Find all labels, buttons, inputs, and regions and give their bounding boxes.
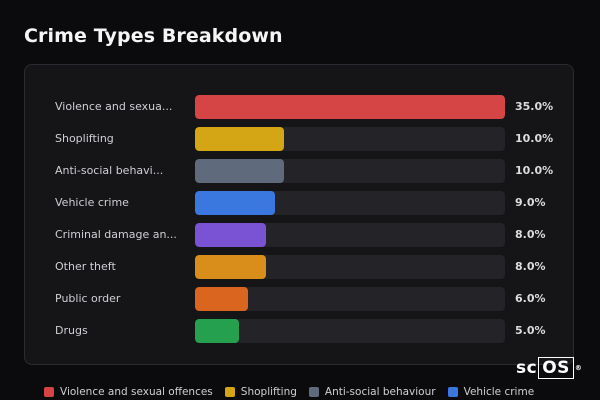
bar-label: Shoplifting: [55, 132, 114, 145]
legend-item: Anti-social behaviour: [308, 386, 436, 398]
bar-label: Criminal damage an...: [55, 228, 177, 241]
logo-prefix: sc: [516, 358, 538, 378]
legend-swatch: [44, 387, 54, 397]
legend-item: Violence and sexual offences: [44, 386, 213, 398]
bar-value-label: 35.0%: [515, 100, 554, 113]
legend-label: Shoplifting: [240, 386, 297, 398]
bar-row: Criminal damage an... 8.0%: [25, 223, 573, 247]
bar: [195, 191, 275, 215]
bar: [195, 223, 266, 247]
bar-track: [195, 319, 505, 343]
bar-value-label: 5.0%: [515, 324, 546, 337]
bar: [195, 159, 284, 183]
legend-swatch: [224, 387, 235, 397]
bar-value-label: 8.0%: [515, 260, 546, 273]
bar-row: Violence and sexua... 35.0%: [25, 95, 573, 119]
chart-panel: Violence and sexua... 35.0% Shoplifting 10.…: [24, 64, 574, 365]
bar-label: Vehicle crime: [55, 196, 129, 209]
bar-value-label: 10.0%: [515, 132, 554, 145]
legend-label: Violence and sexual offences: [60, 386, 213, 398]
bar: [195, 319, 239, 343]
bar-value-label: 6.0%: [515, 292, 546, 305]
bar-track: [195, 95, 505, 119]
legend-swatch: [447, 387, 458, 397]
bar-label: Other theft: [55, 260, 116, 273]
bar-track: [195, 255, 505, 279]
bar: [195, 127, 284, 151]
bar-value-label: 10.0%: [515, 164, 554, 177]
bar-label: Anti-social behavi...: [55, 164, 164, 177]
bar-label: Violence and sexua...: [55, 100, 173, 113]
bar: [195, 255, 266, 279]
chart-title: Crime Types Breakdown: [24, 25, 283, 47]
bar-track: [195, 127, 505, 151]
scos-logo: sc OS ®: [516, 357, 583, 379]
bar-row: Public order 6.0%: [25, 287, 573, 311]
bar-track: [195, 159, 505, 183]
bar: [195, 95, 505, 119]
legend-label: Anti-social behaviour: [324, 386, 436, 398]
bar-value-label: 9.0%: [515, 196, 546, 209]
bar-row: Other theft 8.0%: [25, 255, 573, 279]
bar-label: Public order: [55, 292, 121, 305]
legend-swatch: [308, 387, 319, 397]
legend-item: Vehicle crime: [447, 386, 535, 398]
bar-row: Drugs 5.0%: [25, 319, 573, 343]
bar-track: [195, 223, 505, 247]
bar-row: Shoplifting 10.0%: [25, 127, 573, 151]
bar-label: Drugs: [55, 324, 88, 337]
legend-label: Vehicle crime: [463, 386, 535, 398]
chart-legend: Violence and sexual offences Shoplifting A…: [44, 386, 546, 400]
bar: [195, 287, 248, 311]
bar-track: [195, 191, 505, 215]
bar-value-label: 8.0%: [515, 228, 546, 241]
bar-row: Anti-social behavi... 10.0%: [25, 159, 573, 183]
bar-track: [195, 287, 505, 311]
bar-row: Vehicle crime 9.0%: [25, 191, 573, 215]
logo-registered-mark: ®: [574, 364, 583, 372]
legend-item: Shoplifting: [224, 386, 297, 398]
logo-boxed-text: OS: [538, 357, 574, 379]
